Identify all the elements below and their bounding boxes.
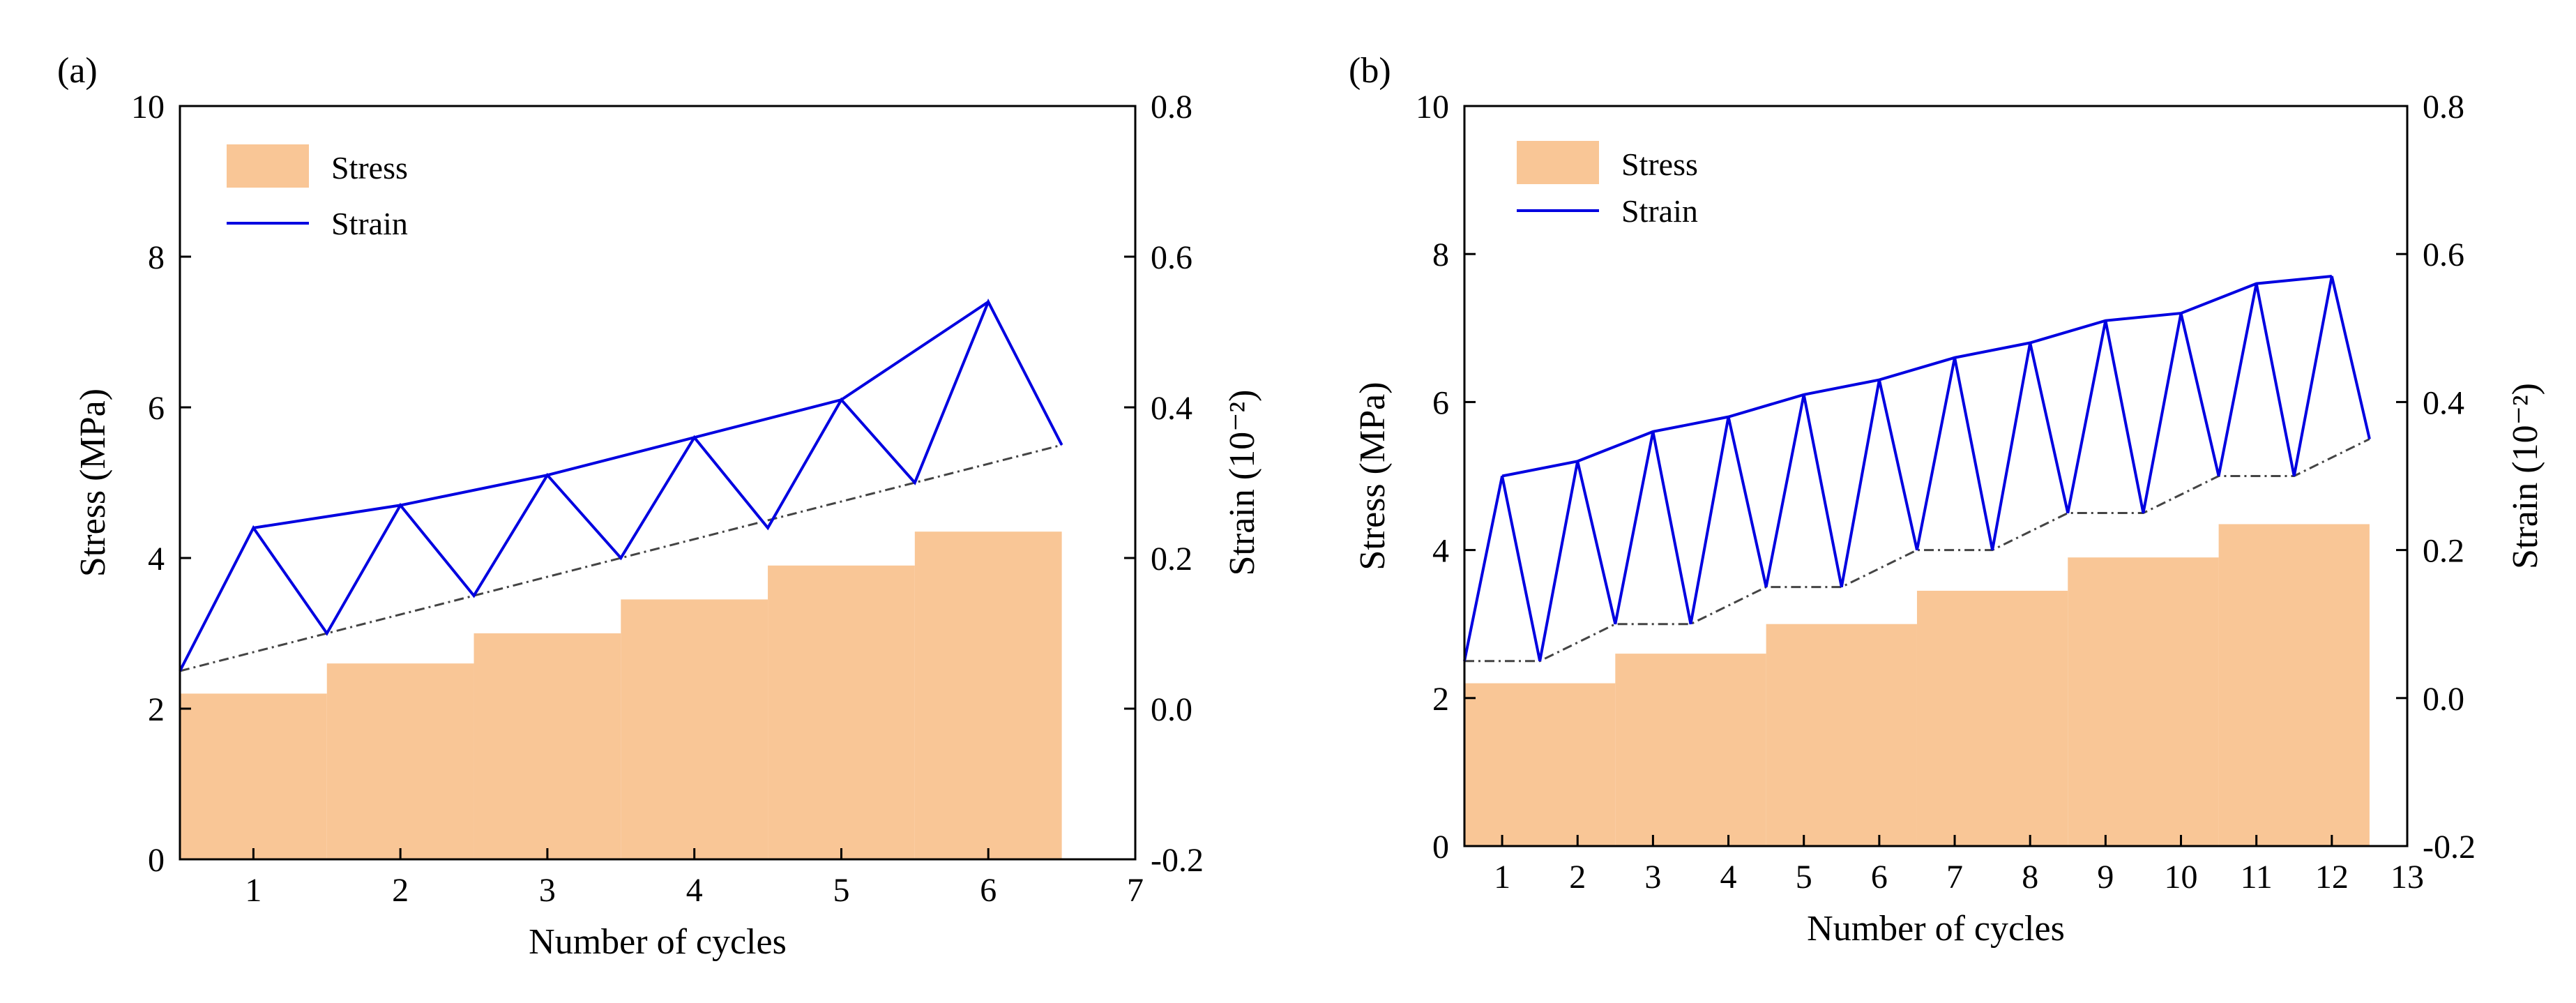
x-tick-label: 7 (1127, 872, 1144, 909)
y-right-tick-label: 0.2 (2423, 533, 2464, 570)
stress-bar-5 (2068, 557, 2219, 846)
x-tick-label: 2 (392, 872, 409, 909)
y-left-tick-label: 6 (1432, 384, 1449, 421)
y-left-tick-label: 6 (148, 390, 165, 427)
legend-strain-label: Strain (1621, 193, 1698, 229)
x-tick-label: 5 (833, 872, 849, 909)
y-right-tick-label: 0.4 (1151, 390, 1192, 427)
y-left-tick-label: 10 (1416, 89, 1449, 126)
stress-bar-2 (326, 663, 474, 859)
y-left-axis-label: Stress (MPa) (1353, 382, 1393, 570)
stress-bar-2 (1615, 654, 1766, 846)
y-right-tick-label: -0.2 (2423, 829, 2476, 866)
legend-strain-label: Strain (331, 206, 408, 241)
x-tick-label: 1 (1494, 859, 1510, 896)
stress-bar-4 (621, 599, 768, 859)
y-right-axis-label: Strain (10⁻²) (1222, 390, 1262, 576)
y-right-tick-label: 0.4 (2423, 384, 2464, 421)
x-tick-label: 6 (980, 872, 997, 909)
y-right-tick-label: 0.8 (1151, 89, 1192, 126)
y-left-tick-label: 4 (1432, 533, 1449, 570)
x-tick-label: 12 (2315, 859, 2349, 896)
y-right-tick-label: 0.6 (1151, 239, 1192, 276)
y-right-tick-label: 0.2 (1151, 541, 1192, 578)
y-left-tick-label: 2 (1432, 681, 1449, 718)
legend-stress-swatch (227, 144, 309, 188)
stress-bar-3 (473, 633, 621, 859)
x-tick-label: 10 (2165, 859, 2198, 896)
y-left-tick-label: 0 (1432, 829, 1449, 866)
y-right-axis-label: Strain (10⁻²) (2506, 383, 2545, 569)
x-axis-label: Number of cycles (529, 922, 787, 962)
x-tick-label: 5 (1796, 859, 1812, 896)
y-left-tick-label: 4 (148, 541, 165, 578)
y-left-tick-label: 0 (148, 842, 165, 879)
legend-stress-label: Stress (331, 150, 408, 186)
y-right-tick-label: 0.0 (1151, 691, 1192, 728)
legend-stress-label: Stress (1621, 146, 1698, 182)
x-axis-label: Number of cycles (1807, 909, 2065, 949)
stress-bar-4 (1916, 590, 2068, 846)
x-tick-label: 7 (1946, 859, 1963, 896)
x-tick-label: 4 (1720, 859, 1737, 896)
x-tick-label: 8 (2022, 859, 2038, 896)
strain-series-line (1463, 276, 2371, 662)
y-left-axis-label: Stress (MPa) (73, 389, 113, 577)
plot-frame (1463, 105, 2409, 847)
stress-bar-1 (1464, 683, 1616, 846)
panel-b: 1 2 3 4 5 6 7 8 9 10 11 12 130246810-0.20.00.20.40.6… (1349, 51, 2545, 949)
panel-label: (b) (1349, 51, 1391, 91)
strain-series-line (179, 299, 1063, 672)
x-tick-label: 6 (1871, 859, 1888, 896)
stress-bar-1 (180, 693, 327, 859)
stress-bar-6 (914, 531, 1062, 859)
x-tick-label: 11 (2241, 859, 2273, 896)
y-left-tick-label: 10 (131, 89, 165, 126)
y-right-tick-label: 0.0 (2423, 681, 2464, 718)
x-tick-label: 1 (245, 872, 262, 909)
y-left-tick-label: 2 (148, 691, 165, 728)
plot-frame (179, 105, 1137, 861)
stress-bar-3 (1766, 624, 1917, 846)
stress-bar-6 (2218, 524, 2370, 846)
y-left-tick-label: 8 (148, 239, 165, 276)
y-left-tick-label: 8 (1432, 236, 1449, 273)
x-tick-label: 9 (2097, 859, 2114, 896)
x-tick-label: 3 (539, 872, 556, 909)
x-tick-label: 13 (2391, 859, 2424, 896)
strain-envelope-line (1501, 275, 2333, 478)
y-right-tick-label: -0.2 (1151, 842, 1204, 879)
legend-stress-swatch (1517, 141, 1599, 184)
x-tick-label: 4 (686, 872, 703, 909)
y-right-tick-label: 0.6 (2423, 236, 2464, 273)
panel-a: 1 2 3 4 5 6 7 0 2 4 6 8 10 -0.2 0.0 0.2 0.4 0.6 0.8 Number … (57, 51, 1262, 962)
y-right-tick-label: 0.8 (2423, 89, 2464, 126)
panel-label: (a) (57, 51, 98, 91)
stress-bar-5 (768, 565, 915, 859)
x-tick-label: 3 (1644, 859, 1661, 896)
strain-envelope-line (253, 301, 990, 529)
x-tick-label: 2 (1569, 859, 1586, 896)
